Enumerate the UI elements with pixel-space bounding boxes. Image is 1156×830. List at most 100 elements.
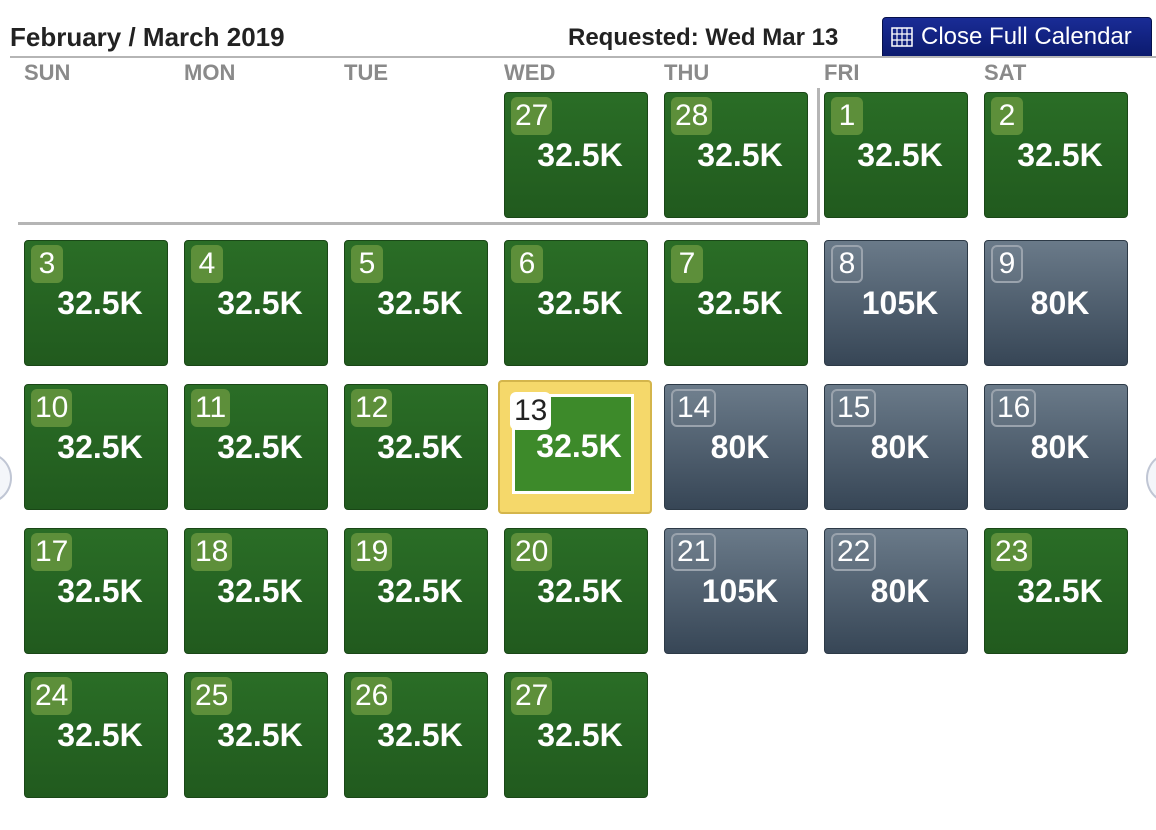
miles-price: 80K: [1030, 285, 1090, 321]
calendar-day-cell[interactable]: 17 32.5K: [24, 528, 168, 654]
miles-price: 32.5K: [536, 428, 622, 464]
calendar-title: February / March 2019: [10, 22, 285, 52]
day-number: 3: [31, 245, 63, 283]
calendar-day-cell[interactable]: 21 105K: [664, 528, 808, 654]
miles-price: 32.5K: [857, 137, 943, 173]
day-number: 1: [831, 97, 863, 135]
month-boundary-horizontal: [18, 222, 820, 225]
calendar-day-cell[interactable]: 13 32.5K: [498, 380, 652, 514]
requested-date: Requested: Wed Mar 13: [568, 24, 839, 51]
day-number: 14: [671, 389, 717, 427]
day-number: 13: [510, 392, 552, 430]
miles-price: 32.5K: [537, 285, 623, 321]
miles-price: 80K: [870, 573, 930, 609]
miles-price: 32.5K: [377, 573, 463, 609]
miles-price: 32.5K: [1017, 573, 1103, 609]
miles-price: 80K: [870, 429, 930, 465]
day-number: 22: [831, 533, 877, 571]
calendar-day-cell[interactable]: 28 32.5K: [664, 92, 808, 218]
calendar-day-cell[interactable]: 2 32.5K: [984, 92, 1128, 218]
calendar-grid-icon: [891, 27, 913, 47]
close-full-calendar-label: Close Full Calendar: [921, 23, 1132, 50]
day-number: 19: [351, 533, 393, 571]
day-number: 16: [991, 389, 1037, 427]
day-number: 21: [671, 533, 717, 571]
weekday-label-mon: MON: [184, 60, 236, 85]
calendar-day-cell[interactable]: 6 32.5K: [504, 240, 648, 366]
day-number: 6: [511, 245, 543, 283]
miles-price: 32.5K: [377, 717, 463, 753]
day-number: 18: [191, 533, 233, 571]
miles-price: 80K: [710, 429, 770, 465]
miles-price: 32.5K: [217, 285, 303, 321]
calendar-day-cell[interactable]: 8 105K: [824, 240, 968, 366]
calendar-day-cell[interactable]: 19 32.5K: [344, 528, 488, 654]
day-number: 10: [31, 389, 73, 427]
day-number: 23: [991, 533, 1033, 571]
day-number: 26: [351, 677, 393, 715]
calendar-day-cell[interactable]: 10 32.5K: [24, 384, 168, 510]
miles-price: 32.5K: [1017, 137, 1103, 173]
calendar-day-cell[interactable]: 27 32.5K: [504, 672, 648, 798]
day-number: 20: [511, 533, 553, 571]
calendar-day-cell[interactable]: 16 80K: [984, 384, 1128, 510]
calendar-day-cell[interactable]: 26 32.5K: [344, 672, 488, 798]
miles-price: 32.5K: [217, 573, 303, 609]
day-number: 5: [351, 245, 383, 283]
miles-price: 32.5K: [537, 137, 623, 173]
calendar-day-cell[interactable]: 12 32.5K: [344, 384, 488, 510]
miles-price: 32.5K: [537, 573, 623, 609]
miles-price: 32.5K: [57, 429, 143, 465]
day-number: 4: [191, 245, 223, 283]
day-number: 17: [31, 533, 73, 571]
weekday-label-sat: SAT: [984, 60, 1027, 85]
day-number: 25: [191, 677, 233, 715]
next-month-arrow[interactable]: [1146, 452, 1156, 504]
miles-price: 32.5K: [57, 573, 143, 609]
miles-price: 105K: [861, 285, 939, 321]
weekday-label-wed: WED: [504, 60, 556, 85]
calendar-day-cell[interactable]: 3 32.5K: [24, 240, 168, 366]
miles-price: 32.5K: [57, 717, 143, 753]
calendar-day-cell[interactable]: 22 80K: [824, 528, 968, 654]
calendar-day-cell[interactable]: 14 80K: [664, 384, 808, 510]
calendar-day-cell[interactable]: 25 32.5K: [184, 672, 328, 798]
calendar-day-cell[interactable]: 24 32.5K: [24, 672, 168, 798]
miles-price: 32.5K: [537, 717, 623, 753]
calendar-day-cell[interactable]: 23 32.5K: [984, 528, 1128, 654]
calendar-day-cell[interactable]: 11 32.5K: [184, 384, 328, 510]
day-number: 15: [831, 389, 877, 427]
calendar-day-cell[interactable]: 15 80K: [824, 384, 968, 510]
previous-month-arrow[interactable]: [0, 452, 12, 504]
calendar-day-cell[interactable]: 18 32.5K: [184, 528, 328, 654]
day-number: 11: [191, 389, 231, 427]
miles-price: 32.5K: [377, 285, 463, 321]
calendar-day-cell[interactable]: 4 32.5K: [184, 240, 328, 366]
calendar-day-cell[interactable]: 27 32.5K: [504, 92, 648, 218]
header-divider: [10, 56, 1156, 58]
close-full-calendar-button[interactable]: Close Full Calendar: [882, 17, 1152, 57]
day-number: 7: [671, 245, 703, 283]
miles-price: 32.5K: [217, 429, 303, 465]
month-boundary-vertical: [817, 88, 820, 225]
miles-price: 32.5K: [697, 285, 783, 321]
miles-price: 80K: [1030, 429, 1090, 465]
day-number: 28: [671, 97, 713, 135]
calendar-day-cell[interactable]: 20 32.5K: [504, 528, 648, 654]
weekday-label-fri: FRI: [824, 60, 860, 85]
day-number: 2: [991, 97, 1023, 135]
calendar-day-cell[interactable]: 7 32.5K: [664, 240, 808, 366]
miles-price: 32.5K: [697, 137, 783, 173]
day-number: 27: [511, 97, 553, 135]
miles-price: 32.5K: [217, 717, 303, 753]
miles-price: 32.5K: [377, 429, 463, 465]
weekday-label-sun: SUN: [24, 60, 71, 85]
miles-price: 32.5K: [57, 285, 143, 321]
day-number: 24: [31, 677, 73, 715]
day-number: 9: [991, 245, 1023, 283]
day-number: 8: [831, 245, 863, 283]
calendar-day-cell[interactable]: 9 80K: [984, 240, 1128, 366]
calendar-day-cell[interactable]: 5 32.5K: [344, 240, 488, 366]
weekday-label-thu: THU: [664, 60, 710, 85]
calendar-day-cell[interactable]: 1 32.5K: [824, 92, 968, 218]
